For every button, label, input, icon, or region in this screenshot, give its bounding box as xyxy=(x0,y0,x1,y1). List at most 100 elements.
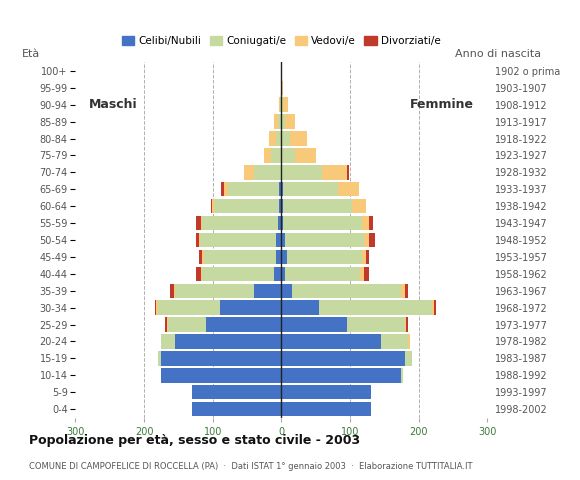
Bar xyxy=(195,233,199,247)
Bar xyxy=(158,300,219,315)
Bar xyxy=(281,182,284,196)
Bar xyxy=(175,334,281,348)
Text: Età: Età xyxy=(22,49,40,59)
Bar xyxy=(381,334,408,348)
Bar xyxy=(289,132,307,146)
Bar xyxy=(192,402,281,416)
Bar xyxy=(276,132,281,146)
Bar xyxy=(278,216,281,230)
Bar xyxy=(168,317,206,332)
Bar xyxy=(284,182,338,196)
Bar xyxy=(202,267,274,281)
Bar xyxy=(281,81,282,95)
Bar xyxy=(322,165,346,180)
Bar xyxy=(281,132,289,146)
Bar xyxy=(284,199,352,213)
Bar xyxy=(271,148,281,163)
Text: Maschi: Maschi xyxy=(89,98,138,111)
Bar xyxy=(264,148,271,163)
Bar xyxy=(269,132,276,146)
Bar xyxy=(276,250,281,264)
Bar xyxy=(219,300,281,315)
Text: Popolazione per età, sesso e stato civile - 2003: Popolazione per età, sesso e stato civil… xyxy=(29,434,360,447)
Bar xyxy=(281,368,401,383)
Bar xyxy=(254,284,281,298)
Bar xyxy=(295,148,316,163)
Bar xyxy=(170,284,173,298)
Bar xyxy=(202,216,278,230)
Bar xyxy=(161,368,281,383)
Bar xyxy=(195,267,201,281)
Bar xyxy=(199,250,202,264)
Bar xyxy=(338,182,359,196)
Bar xyxy=(319,300,432,315)
Bar xyxy=(281,165,322,180)
Bar xyxy=(161,351,281,366)
Bar xyxy=(405,351,412,366)
Bar xyxy=(281,385,371,399)
Bar xyxy=(352,199,366,213)
Bar xyxy=(221,182,224,196)
Bar xyxy=(224,182,228,196)
Bar xyxy=(166,317,168,332)
Text: Anno di nascita: Anno di nascita xyxy=(455,49,541,59)
Bar xyxy=(432,300,434,315)
Bar xyxy=(206,317,281,332)
Bar xyxy=(405,284,408,298)
Bar xyxy=(165,317,166,332)
Bar xyxy=(285,114,295,129)
Bar xyxy=(281,317,346,332)
Bar xyxy=(199,233,200,247)
Text: Femmine: Femmine xyxy=(409,98,473,111)
Bar xyxy=(360,267,364,281)
Bar xyxy=(346,317,405,332)
Bar xyxy=(157,300,158,315)
Bar xyxy=(362,250,366,264)
Bar xyxy=(405,317,406,332)
Bar xyxy=(276,233,281,247)
Bar xyxy=(175,284,254,298)
Bar xyxy=(366,250,369,264)
Bar xyxy=(212,199,214,213)
Bar xyxy=(279,199,281,213)
Bar xyxy=(285,267,360,281)
Bar xyxy=(285,233,364,247)
Bar xyxy=(201,267,202,281)
Bar xyxy=(284,216,362,230)
Bar xyxy=(204,250,276,264)
Bar xyxy=(401,368,404,383)
Bar xyxy=(281,267,285,281)
Legend: Celibi/Nubili, Coniugati/e, Vedovi/e, Divorziati/e: Celibi/Nubili, Coniugati/e, Vedovi/e, Di… xyxy=(118,32,445,50)
Bar xyxy=(281,300,319,315)
Bar xyxy=(401,284,405,298)
Bar xyxy=(195,216,201,230)
Bar xyxy=(281,97,282,112)
Bar xyxy=(434,300,436,315)
Bar xyxy=(280,97,281,112)
Bar xyxy=(281,199,284,213)
Bar xyxy=(244,165,254,180)
Bar xyxy=(155,300,157,315)
Bar xyxy=(278,114,281,129)
Bar xyxy=(274,267,281,281)
Bar xyxy=(281,114,285,129)
Bar xyxy=(278,97,280,112)
Bar xyxy=(202,250,204,264)
Bar xyxy=(346,165,349,180)
Bar xyxy=(292,284,401,298)
Bar xyxy=(279,182,281,196)
Bar xyxy=(281,250,287,264)
Bar xyxy=(369,233,375,247)
Bar xyxy=(254,165,281,180)
Bar xyxy=(173,284,175,298)
Bar xyxy=(281,284,292,298)
Bar xyxy=(214,199,279,213)
Bar xyxy=(161,334,175,348)
Bar xyxy=(228,182,279,196)
Bar xyxy=(281,351,405,366)
Bar xyxy=(406,317,408,332)
Bar xyxy=(364,267,369,281)
Text: COMUNE DI CAMPOFELICE DI ROCCELLA (PA)  ·  Dati ISTAT 1° gennaio 2003  ·  Elabor: COMUNE DI CAMPOFELICE DI ROCCELLA (PA) ·… xyxy=(29,462,473,471)
Bar xyxy=(281,148,295,163)
Bar xyxy=(282,97,288,112)
